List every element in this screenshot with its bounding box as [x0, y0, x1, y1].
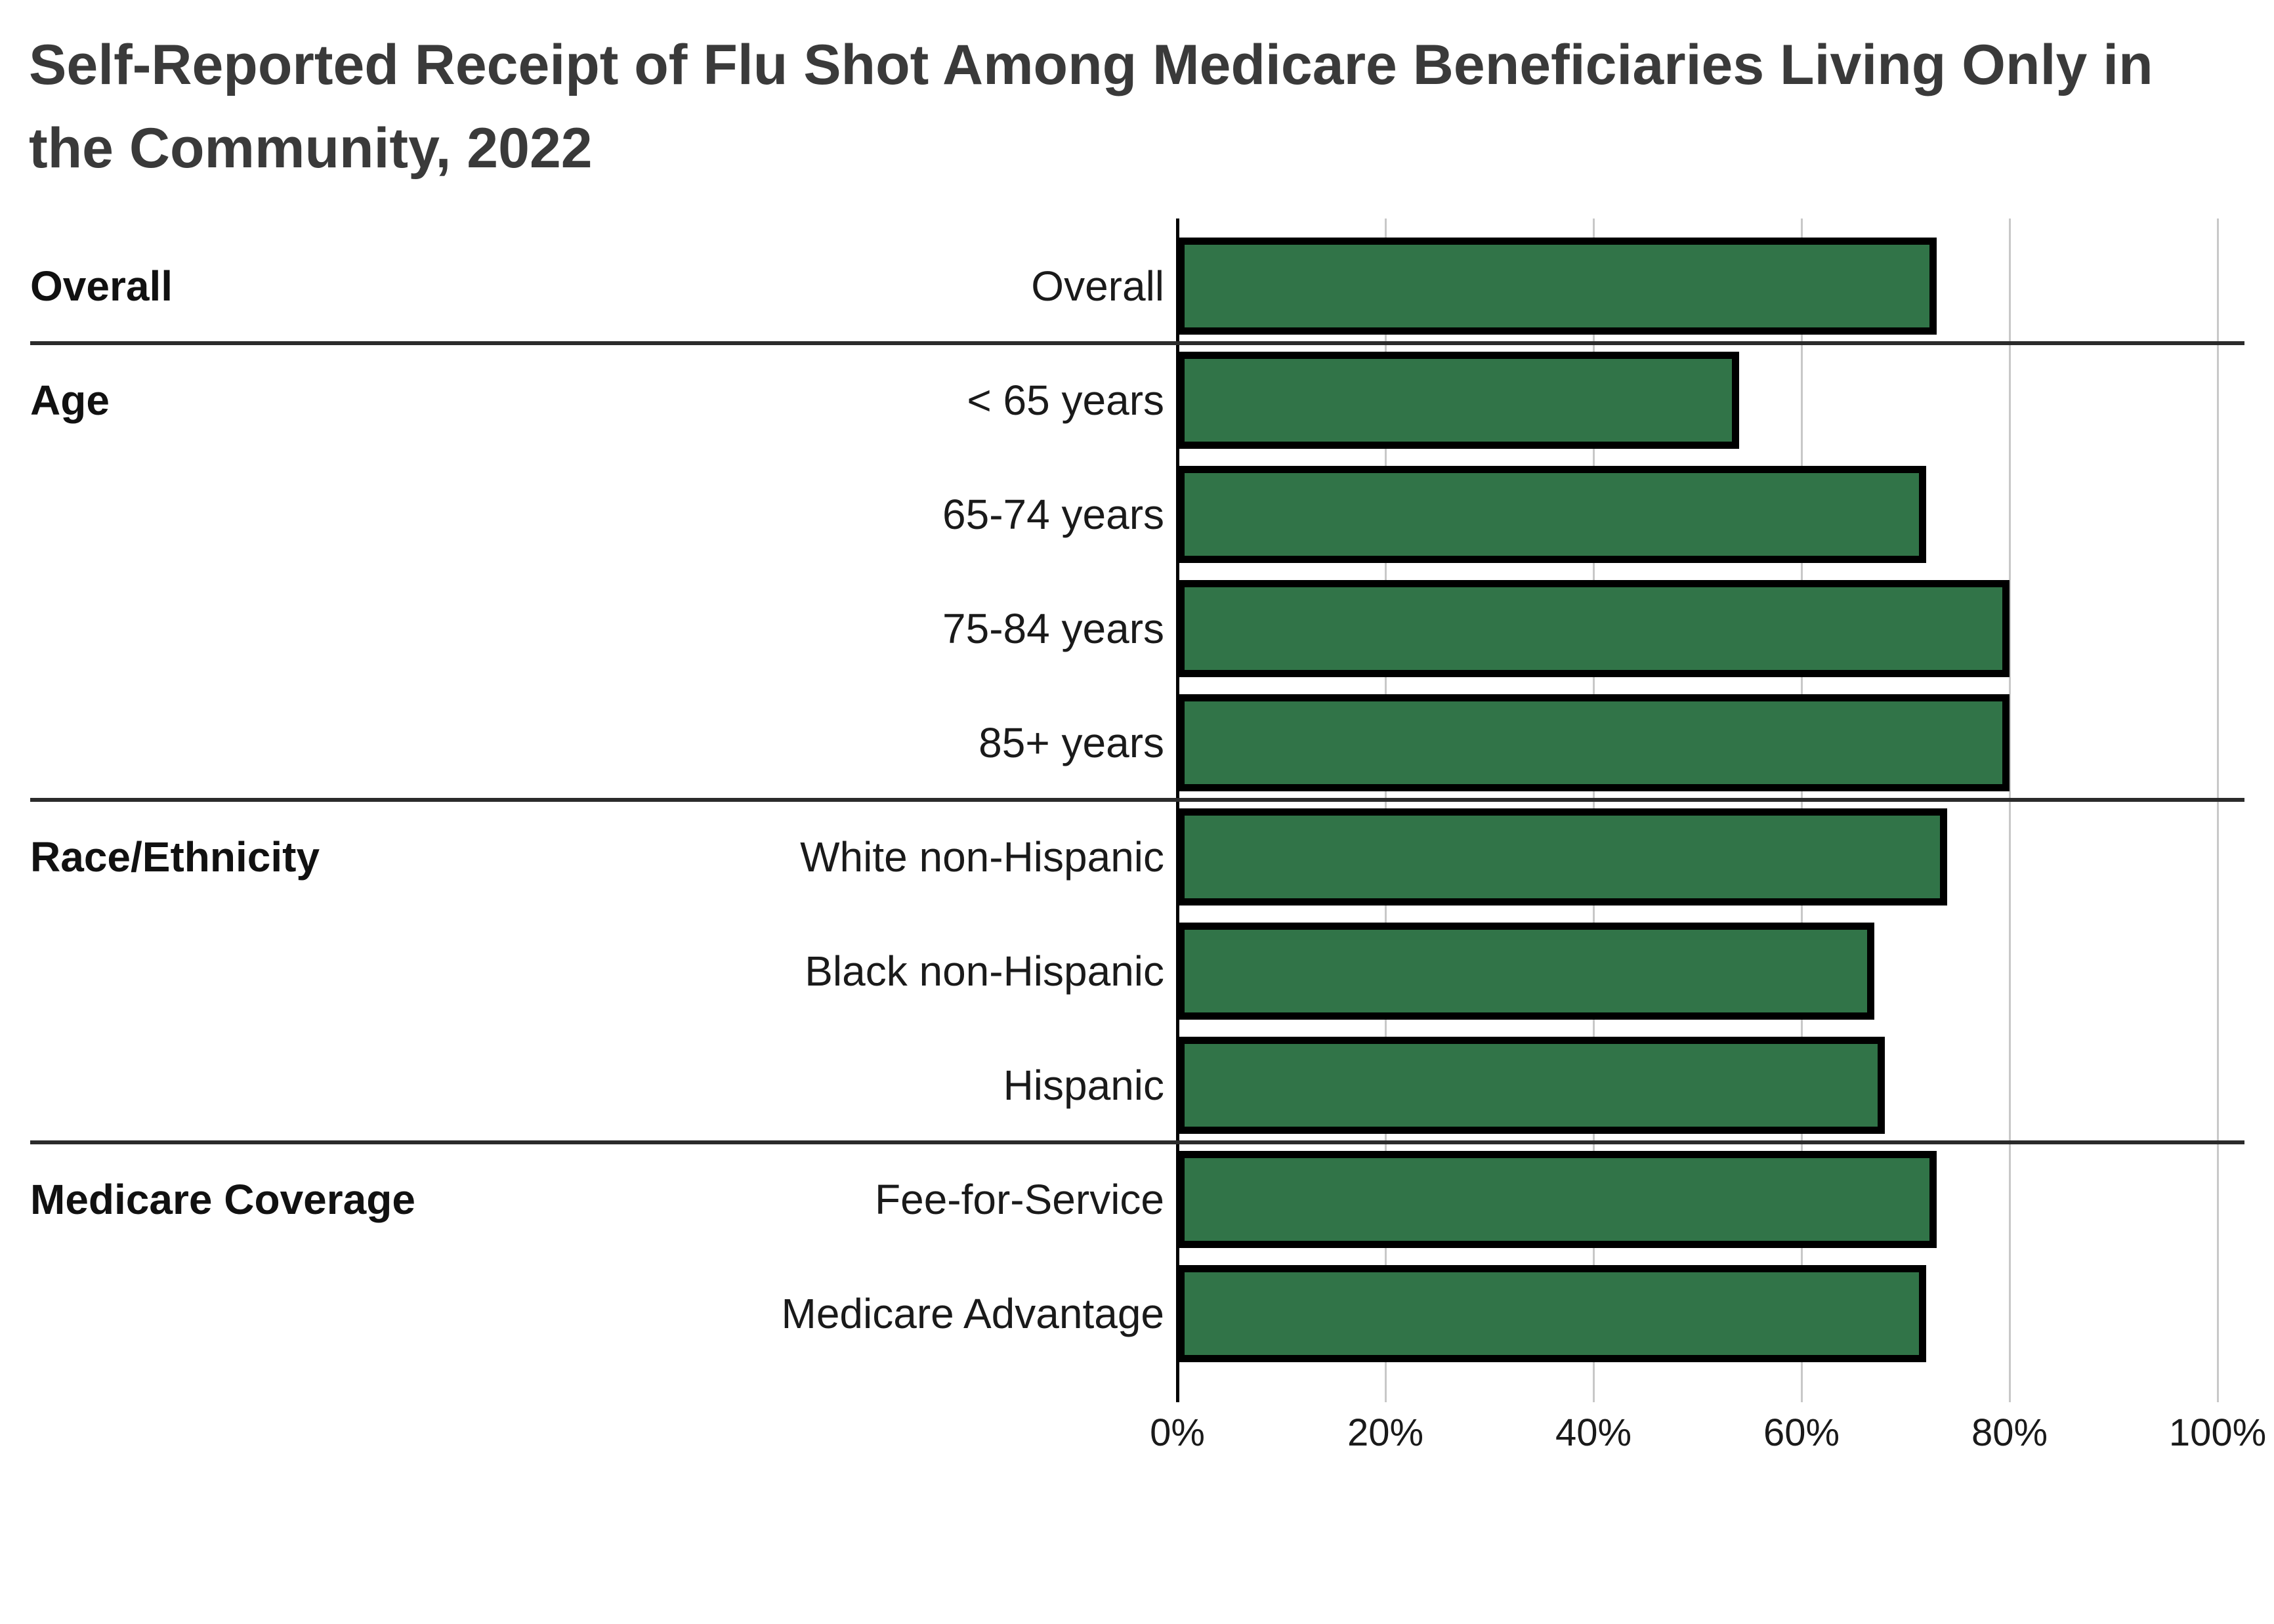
bar-label: Fee-for-Service [875, 1176, 1164, 1223]
bar [1177, 580, 2010, 677]
x-tick-label: 100% [2168, 1411, 2267, 1454]
bar [1177, 238, 1937, 335]
group-label: Age [30, 377, 110, 424]
bar [1177, 808, 1947, 906]
bar-label: 75-84 years [942, 605, 1164, 652]
gridline [2217, 219, 2219, 1402]
bar [1177, 1037, 1885, 1134]
section-divider [30, 1140, 2244, 1144]
bar-label: Black non-Hispanic [805, 947, 1164, 995]
bar [1177, 1265, 1926, 1362]
bar-label: < 65 years [967, 377, 1164, 424]
x-tick-label: 60% [1763, 1411, 1840, 1454]
x-tick-label: 20% [1347, 1411, 1424, 1454]
gridline [2009, 219, 2011, 1402]
bar [1177, 352, 1739, 449]
group-label: Race/Ethnicity [30, 833, 320, 881]
chart-title: Self-Reported Receipt of Flu Shot Among … [29, 33, 2153, 180]
x-tick-label: 80% [1971, 1411, 2048, 1454]
bar [1177, 1151, 1937, 1248]
bar-label: 85+ years [979, 719, 1164, 766]
bar-label: 65-74 years [942, 491, 1164, 538]
x-tick-label: 0% [1150, 1411, 1205, 1454]
group-label: Medicare Coverage [30, 1176, 415, 1223]
bar-label: White non-Hispanic [800, 833, 1164, 881]
bar-label: Overall [1031, 262, 1164, 310]
bar-label: Hispanic [1003, 1062, 1164, 1109]
bar [1177, 694, 2010, 791]
section-divider [30, 798, 2244, 802]
bar [1177, 923, 1874, 1020]
section-divider [30, 341, 2244, 345]
group-label: Overall [30, 262, 173, 310]
bar-label: Medicare Advantage [781, 1290, 1165, 1337]
bar [1177, 466, 1926, 563]
x-tick-label: 40% [1555, 1411, 1632, 1454]
